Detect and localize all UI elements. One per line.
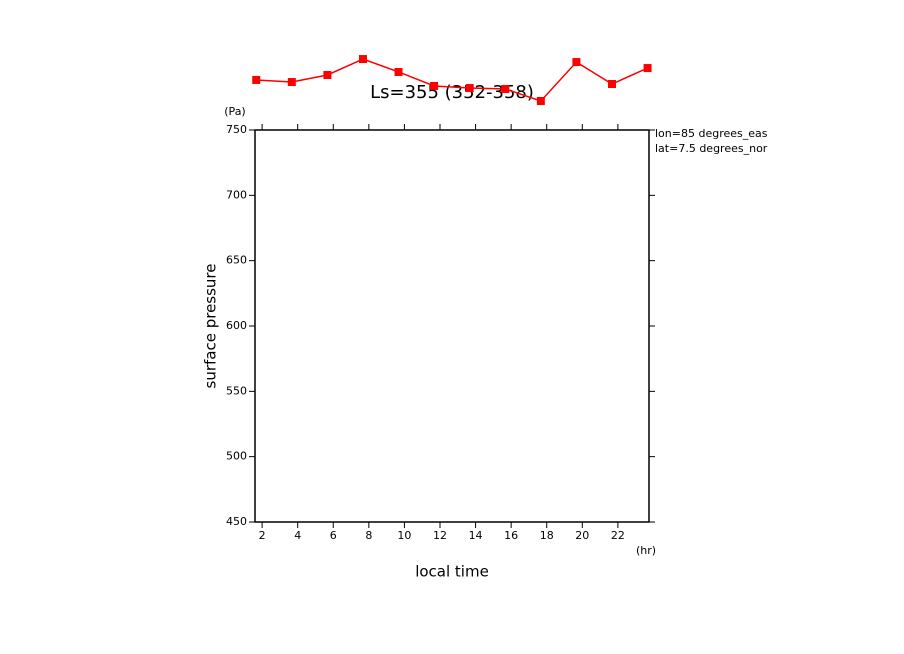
data-point: [572, 58, 581, 67]
y-unit: (Pa): [224, 105, 245, 118]
y-tick-label: 550: [226, 384, 247, 397]
x-tick-label: 16: [504, 529, 518, 542]
data-point: [252, 75, 261, 84]
data-point: [358, 55, 367, 64]
data-point: [465, 84, 474, 93]
x-tick-label: 18: [540, 529, 554, 542]
y-tick-label: 700: [226, 188, 247, 201]
y-tick-label: 500: [226, 450, 247, 463]
data-point: [430, 81, 439, 90]
annotation: lat=7.5 degrees_nor: [655, 142, 768, 155]
y-tick-label: 750: [226, 123, 247, 136]
y-tick-label: 650: [226, 254, 247, 267]
data-line: [256, 58, 648, 102]
x-tick-label: 22: [611, 529, 625, 542]
data-point: [287, 78, 296, 87]
plot-frame: [254, 129, 650, 523]
data-point: [608, 80, 617, 89]
x-tick-label: 4: [294, 529, 301, 542]
x-tick-label: 12: [433, 529, 447, 542]
chart-title: Ls=355 (352-358): [370, 82, 534, 103]
x-tick-label: 2: [259, 529, 266, 542]
x-tick-label: 6: [330, 529, 337, 542]
y-tick-label: 450: [226, 515, 247, 528]
data-point: [536, 96, 545, 105]
annotation: lon=85 degrees_eas: [655, 127, 768, 140]
x-unit: (hr): [636, 544, 656, 557]
x-tick-label: 8: [365, 529, 372, 542]
x-axis-label: local time: [415, 563, 489, 581]
x-tick-label: 20: [575, 529, 589, 542]
x-tick-label: 10: [397, 529, 411, 542]
data-point: [323, 70, 332, 79]
y-axis-label: surface pressure: [202, 264, 220, 389]
x-tick-label: 14: [469, 529, 483, 542]
data-point: [394, 67, 403, 76]
data-point: [501, 84, 510, 93]
data-point: [643, 64, 652, 73]
y-tick-label: 600: [226, 319, 247, 332]
